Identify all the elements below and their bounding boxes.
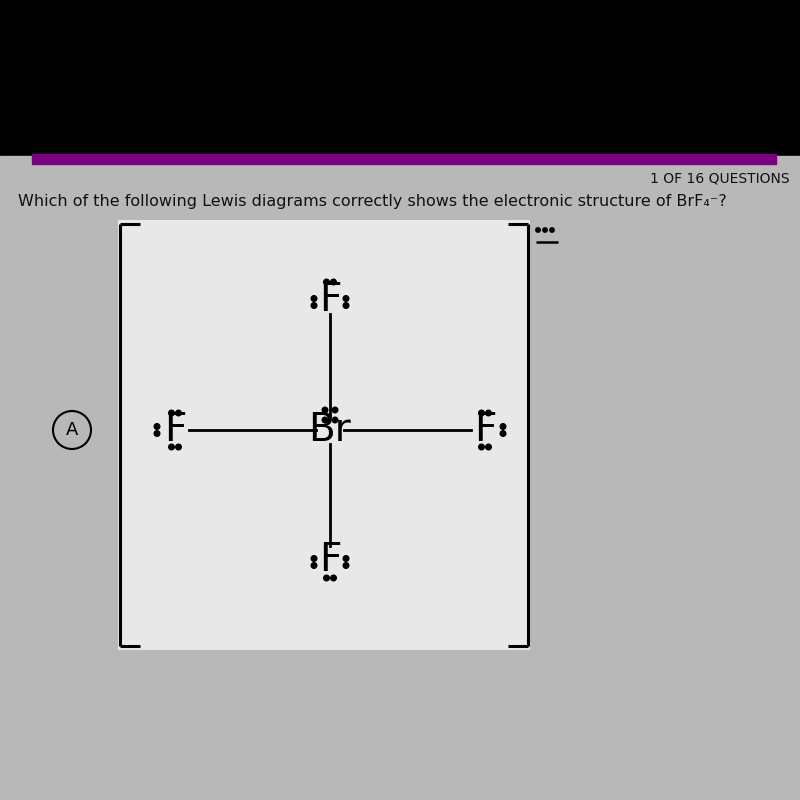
Circle shape xyxy=(154,430,160,436)
Circle shape xyxy=(542,228,547,232)
Bar xyxy=(0,0,800,156)
Text: F: F xyxy=(164,411,186,449)
Circle shape xyxy=(500,430,506,436)
Text: A: A xyxy=(66,421,78,439)
Circle shape xyxy=(176,444,182,450)
Circle shape xyxy=(332,407,338,413)
Circle shape xyxy=(343,302,349,308)
Circle shape xyxy=(324,279,330,285)
Text: 1 OF 16 QUESTIONS: 1 OF 16 QUESTIONS xyxy=(650,172,790,186)
Bar xyxy=(118,220,530,650)
Bar xyxy=(0,156,800,800)
Circle shape xyxy=(154,424,160,430)
Circle shape xyxy=(311,302,317,308)
Circle shape xyxy=(330,575,336,581)
Circle shape xyxy=(330,279,336,285)
Circle shape xyxy=(536,228,540,232)
Text: Br: Br xyxy=(309,411,351,449)
Circle shape xyxy=(53,411,91,449)
Bar xyxy=(32,154,776,164)
Circle shape xyxy=(343,296,349,302)
Text: F: F xyxy=(474,411,496,449)
Circle shape xyxy=(486,410,491,416)
Circle shape xyxy=(478,444,484,450)
Circle shape xyxy=(169,410,174,416)
Circle shape xyxy=(311,556,317,562)
Circle shape xyxy=(322,407,328,413)
Circle shape xyxy=(324,575,330,581)
Circle shape xyxy=(169,444,174,450)
Circle shape xyxy=(332,418,338,422)
Circle shape xyxy=(550,228,554,232)
Circle shape xyxy=(478,410,484,416)
Circle shape xyxy=(322,418,328,422)
Circle shape xyxy=(176,410,182,416)
Text: F: F xyxy=(318,281,342,319)
Text: Which of the following Lewis diagrams correctly shows the electronic structure o: Which of the following Lewis diagrams co… xyxy=(18,194,726,209)
Circle shape xyxy=(311,296,317,302)
Circle shape xyxy=(343,562,349,568)
Circle shape xyxy=(500,424,506,430)
Circle shape xyxy=(311,562,317,568)
Circle shape xyxy=(486,444,491,450)
Text: F: F xyxy=(318,541,342,579)
Circle shape xyxy=(343,556,349,562)
